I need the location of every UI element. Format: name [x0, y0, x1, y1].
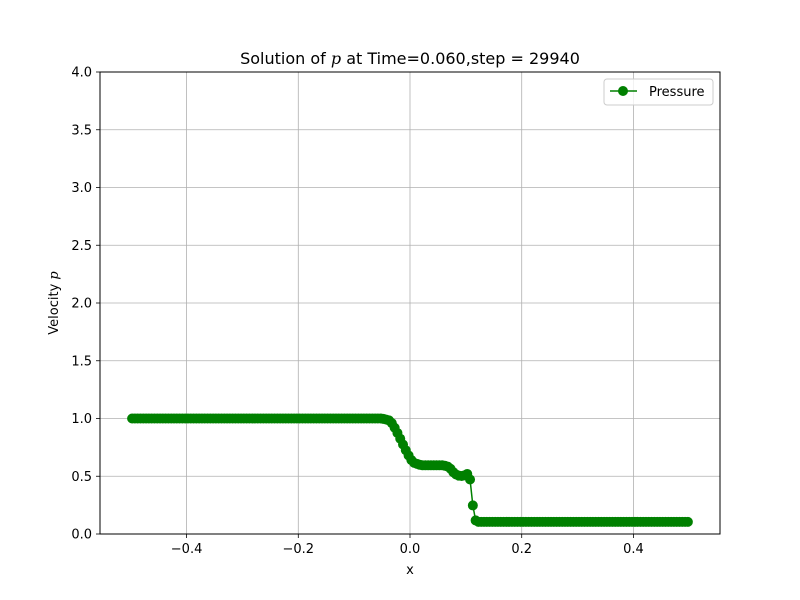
- x-tick-label: −0.2: [282, 542, 314, 557]
- x-tick-label: 0.4: [623, 542, 644, 557]
- data-point: [465, 474, 476, 485]
- y-tick-label: 0.0: [71, 528, 92, 543]
- x-tick-label: −0.4: [171, 542, 203, 557]
- y-tick-label: 1.5: [71, 354, 92, 369]
- legend-marker-icon: [618, 86, 628, 96]
- x-axis-label: x: [406, 563, 414, 578]
- y-tick-label: 2.5: [71, 239, 92, 254]
- plot-area: [127, 413, 693, 527]
- data-point: [682, 516, 693, 527]
- y-tick-label: 3.5: [71, 123, 92, 138]
- y-tick-label: 1.0: [71, 412, 92, 427]
- chart-title: Solution of p at Time=0.060,step = 29940: [240, 49, 580, 68]
- y-tick-label: 2.0: [71, 297, 92, 312]
- y-tick-label: 4.0: [71, 66, 92, 81]
- x-tick-label: 0.0: [400, 542, 421, 557]
- x-tick-label: 0.2: [511, 542, 532, 557]
- legend: Pressure: [603, 78, 714, 106]
- data-point: [467, 500, 478, 511]
- y-axis: 0.0 0.5 1.0 1.5 2.0 2.5 3.0 3.5 4.0: [71, 66, 100, 543]
- legend-box: [603, 78, 714, 106]
- y-tick-label: 0.5: [71, 470, 92, 485]
- legend-label-pressure: Pressure: [649, 85, 705, 100]
- y-axis-label: Velocity p: [47, 271, 62, 335]
- x-axis: −0.4 −0.2 0.0 0.2 0.4: [171, 534, 644, 557]
- y-tick-label: 3.0: [71, 181, 92, 196]
